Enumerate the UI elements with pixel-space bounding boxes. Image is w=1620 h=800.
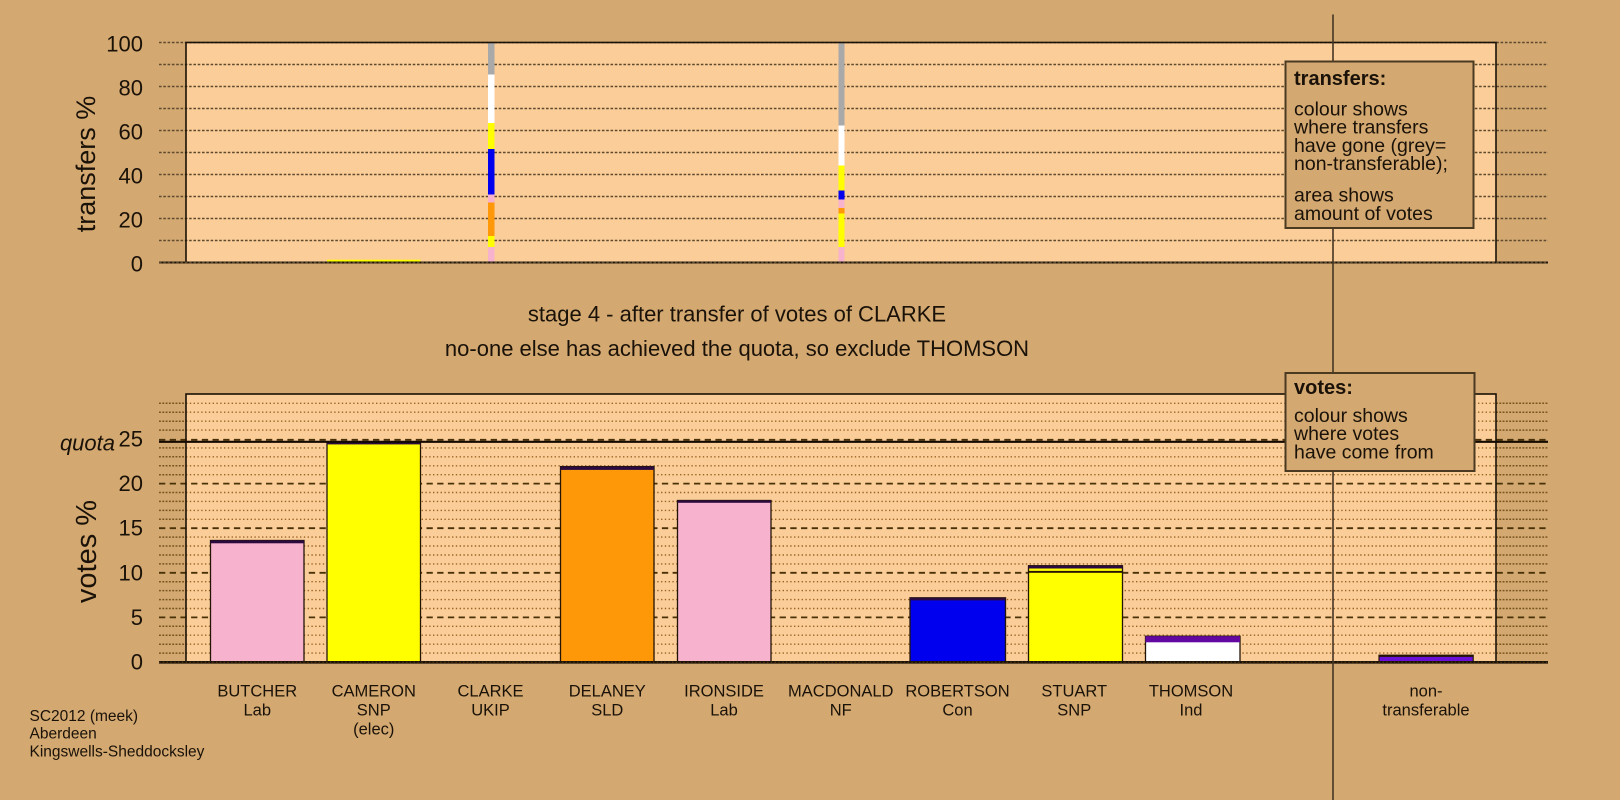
svg-text:transfers:: transfers: xyxy=(1294,68,1386,90)
svg-text:IRONSIDE: IRONSIDE xyxy=(684,682,764,700)
svg-text:Lab: Lab xyxy=(710,701,738,719)
svg-text:5: 5 xyxy=(131,605,143,630)
svg-text:votes:: votes: xyxy=(1294,377,1353,399)
svg-text:stage 4 - after transfer of vo: stage 4 - after transfer of votes of CLA… xyxy=(528,302,946,327)
svg-text:where votes: where votes xyxy=(1293,423,1399,445)
svg-text:(elec): (elec) xyxy=(353,720,394,738)
svg-text:amount of votes: amount of votes xyxy=(1294,203,1433,225)
svg-text:THOMSON: THOMSON xyxy=(1149,682,1233,700)
svg-text:quota: quota xyxy=(60,431,115,456)
svg-text:60: 60 xyxy=(119,120,143,145)
svg-text:SNP: SNP xyxy=(1057,701,1091,719)
svg-text:0: 0 xyxy=(131,650,143,675)
svg-text:no-one else has achieved the q: no-one else has achieved the quota, so e… xyxy=(445,336,1029,361)
svg-text:80: 80 xyxy=(119,76,143,101)
svg-text:Aberdeen: Aberdeen xyxy=(30,726,97,743)
svg-text:ROBERTSON: ROBERTSON xyxy=(905,682,1009,700)
svg-text:where transfers: where transfers xyxy=(1293,117,1429,139)
svg-text:15: 15 xyxy=(119,516,143,541)
svg-text:20: 20 xyxy=(119,208,143,233)
svg-text:CAMERON: CAMERON xyxy=(332,682,416,700)
svg-text:SC2012 (meek): SC2012 (meek) xyxy=(30,708,139,725)
svg-text:SLD: SLD xyxy=(591,701,623,719)
svg-text:have come from: have come from xyxy=(1294,442,1434,464)
svg-text:10: 10 xyxy=(119,560,143,585)
svg-text:transfers %: transfers % xyxy=(71,96,101,233)
svg-text:100: 100 xyxy=(106,32,143,57)
svg-text:Con: Con xyxy=(942,701,972,719)
svg-text:25: 25 xyxy=(119,427,143,452)
svg-text:colour shows: colour shows xyxy=(1294,98,1408,120)
svg-text:UKIP: UKIP xyxy=(471,701,510,719)
svg-text:SNP: SNP xyxy=(357,701,391,719)
svg-text:non-transferable);: non-transferable); xyxy=(1294,153,1448,175)
svg-text:40: 40 xyxy=(119,164,143,189)
svg-text:DELANEY: DELANEY xyxy=(569,682,646,700)
svg-text:Kingswells-Sheddocksley: Kingswells-Sheddocksley xyxy=(30,743,205,760)
svg-text:colour shows: colour shows xyxy=(1294,405,1408,427)
svg-text:MACDONALD: MACDONALD xyxy=(788,682,894,700)
svg-text:votes %: votes % xyxy=(71,500,103,603)
svg-text:have gone (grey=: have gone (grey= xyxy=(1294,135,1446,157)
svg-text:area shows: area shows xyxy=(1294,185,1394,207)
svg-text:BUTCHER: BUTCHER xyxy=(217,682,297,700)
svg-text:NF: NF xyxy=(830,701,852,719)
svg-text:Lab: Lab xyxy=(243,701,271,719)
svg-text:Ind: Ind xyxy=(1180,701,1203,719)
svg-text:CLARKE: CLARKE xyxy=(457,682,523,700)
svg-text:transferable: transferable xyxy=(1382,701,1469,719)
svg-text:20: 20 xyxy=(119,471,143,496)
svg-text:STUART: STUART xyxy=(1041,682,1107,700)
svg-text:0: 0 xyxy=(131,252,143,277)
svg-text:non-: non- xyxy=(1409,682,1442,700)
